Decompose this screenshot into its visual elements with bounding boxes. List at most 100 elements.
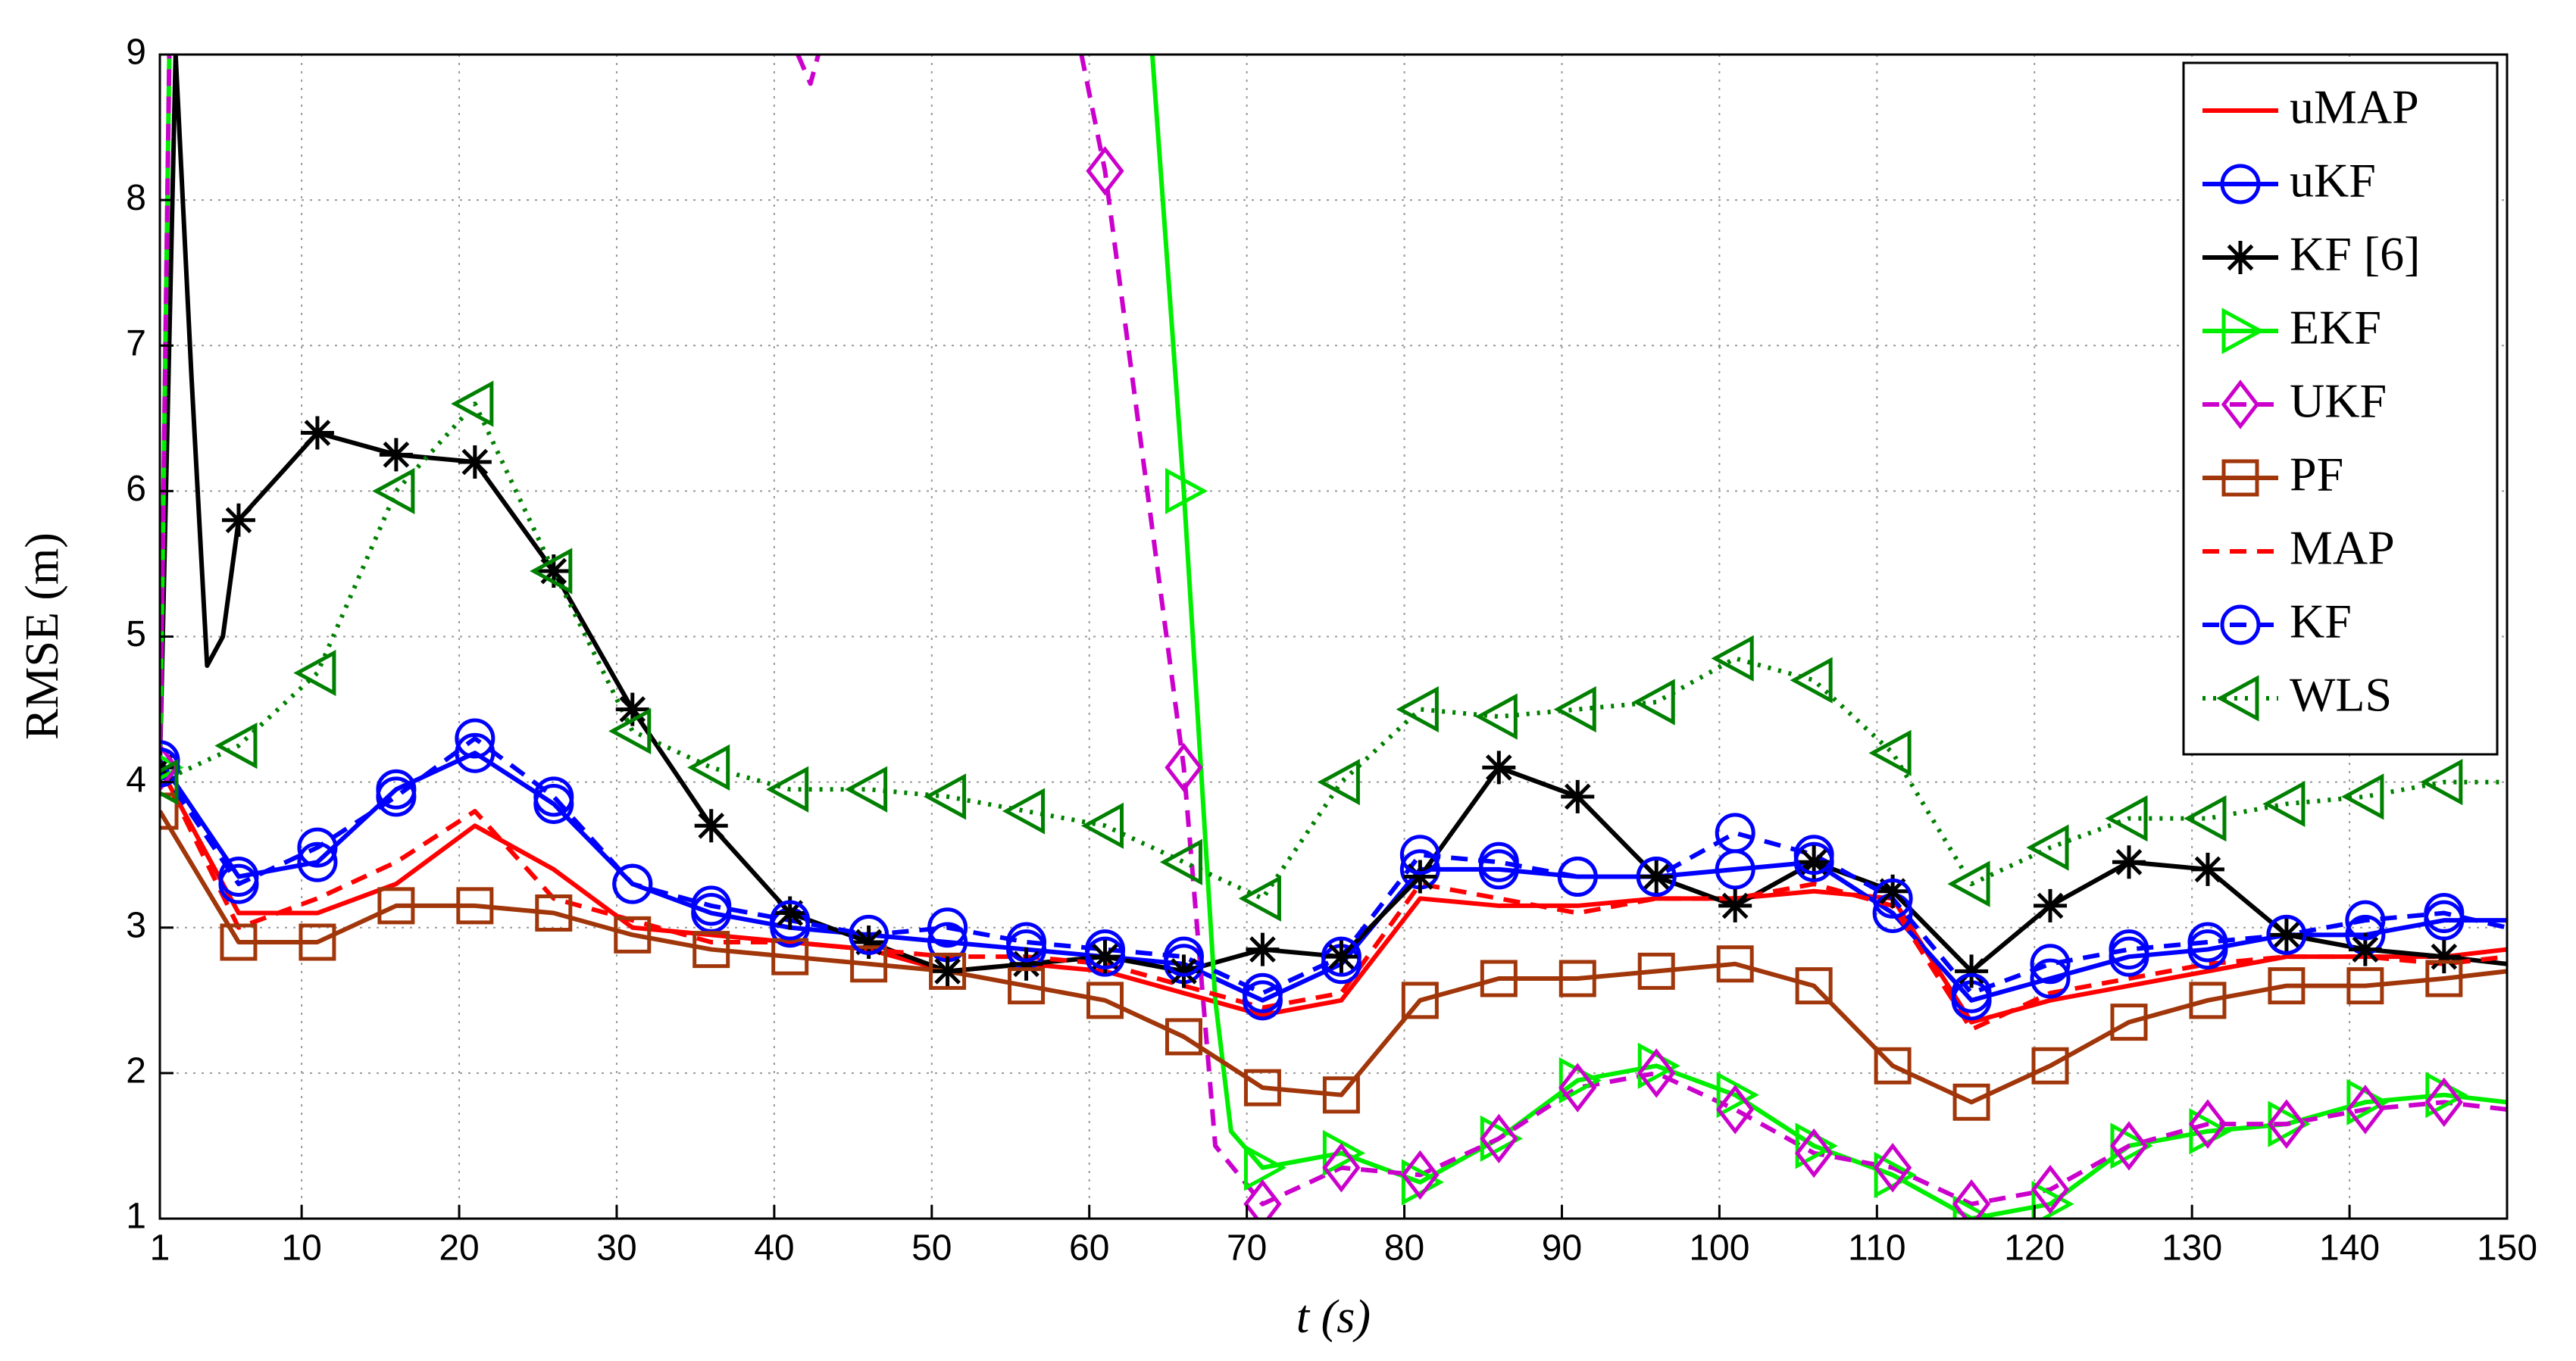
marker [535, 894, 573, 932]
marker [2262, 780, 2306, 828]
marker [2034, 888, 2068, 922]
marker [2345, 900, 2386, 941]
marker [1952, 1179, 1991, 1219]
x-tick-label: 100 [1689, 1228, 1749, 1269]
series-line [160, 55, 2507, 1206]
marker [1797, 845, 1831, 879]
x-tick-label: 10 [281, 1228, 321, 1269]
marker [1952, 1195, 1996, 1219]
marker [2220, 164, 2261, 204]
legend-label: PF [2290, 448, 2343, 501]
marker [1246, 932, 1280, 966]
y-tick-label: 5 [126, 614, 146, 654]
marker [1480, 1113, 1518, 1164]
marker [2030, 944, 2071, 985]
legend-box [2182, 61, 2499, 756]
marker [2420, 759, 2463, 806]
marker [1324, 940, 1358, 974]
marker [1632, 679, 1675, 726]
marker [1716, 1072, 1759, 1119]
marker [929, 952, 967, 990]
marker [1163, 936, 1204, 977]
marker [160, 742, 180, 793]
legend-label: uMAP [2290, 80, 2419, 134]
marker [1474, 693, 1518, 740]
marker [2030, 958, 2071, 999]
marker [2105, 795, 2148, 842]
series-line [160, 766, 2507, 1025]
marker [2189, 982, 2227, 1019]
x-tick-label: 70 [1227, 1228, 1267, 1269]
marker [1165, 742, 1203, 793]
x-tick-label: 150 [2477, 1228, 2537, 1269]
y-tick-label: 6 [126, 469, 146, 509]
marker [377, 887, 415, 925]
marker [1403, 860, 1437, 894]
marker [692, 931, 730, 969]
x-tick-label: 40 [754, 1228, 794, 1269]
marker [2187, 922, 2228, 963]
marker [1637, 1048, 1676, 1098]
marker [766, 766, 809, 813]
marker [2424, 1077, 2463, 1128]
marker [379, 438, 413, 472]
marker [615, 692, 649, 726]
marker [1243, 1069, 1281, 1107]
legend-label: MAP [2290, 521, 2395, 575]
marker [2030, 1164, 2070, 1215]
marker [2112, 845, 2146, 879]
x-tick-label: 140 [2319, 1228, 2380, 1269]
marker [1088, 940, 1122, 974]
series-line [160, 401, 2507, 901]
marker [221, 503, 255, 537]
marker [1868, 729, 1912, 776]
marker [1401, 982, 1439, 1019]
marker [160, 754, 184, 781]
marker [1399, 835, 1440, 876]
marker [1794, 1128, 1834, 1178]
marker [1874, 1047, 1912, 1085]
x-tick-label: 50 [911, 1228, 952, 1269]
marker [2346, 1085, 2385, 1135]
marker [2346, 967, 2384, 1005]
marker [1640, 860, 1674, 894]
marker [530, 548, 573, 595]
marker [1243, 1144, 1287, 1191]
marker [451, 380, 494, 427]
marker [849, 914, 889, 955]
marker [1242, 972, 1283, 1013]
marker [1086, 982, 1124, 1019]
marker [2266, 914, 2307, 955]
marker [1086, 145, 1124, 196]
marker [1793, 835, 1834, 876]
marker [1636, 857, 1677, 897]
marker [376, 776, 417, 817]
marker [923, 773, 967, 820]
marker [456, 887, 494, 925]
marker [458, 445, 492, 479]
marker [533, 776, 574, 817]
x-tick-label: 80 [1384, 1228, 1424, 1269]
marker [1165, 467, 1208, 514]
marker [1482, 751, 1516, 785]
marker [1008, 967, 1046, 1005]
marker [2224, 241, 2257, 274]
y-tick-label: 3 [126, 905, 146, 945]
y-tick-label: 4 [126, 760, 146, 800]
marker [1322, 1143, 1361, 1193]
marker [300, 416, 334, 450]
plot-area [160, 55, 2507, 1219]
legend-label: EKF [2290, 301, 2381, 354]
marker [1951, 972, 1992, 1013]
marker [773, 896, 807, 930]
marker [214, 722, 258, 769]
marker [1873, 1143, 1912, 1193]
marker [771, 938, 809, 975]
x-tick-label: 120 [2004, 1228, 2065, 1269]
marker [455, 718, 496, 759]
marker [218, 863, 259, 904]
y-axis-label: RMSE (m) [17, 532, 68, 740]
marker [297, 827, 338, 868]
marker [614, 916, 652, 954]
marker [845, 766, 888, 813]
